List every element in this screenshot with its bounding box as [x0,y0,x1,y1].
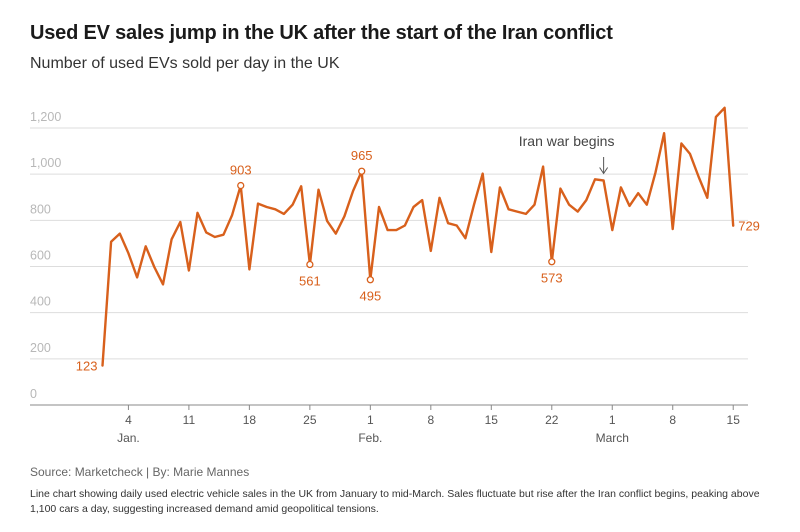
point-marker [306,260,314,269]
x-tick-label: 25 [303,413,317,427]
point-marker [548,258,556,266]
x-axis-ticks: 4 Jan. 11 18 25 1 Feb. 8 15 22 1 March 8 15 [117,405,740,445]
data-label: 573 [541,271,563,286]
source-credit: Source: Marketcheck | By: Marie Mannes [30,465,250,479]
x-month-label: March [596,431,629,445]
annotation-arrow-head [599,167,609,175]
annotation-text: Iran war begins [519,133,615,149]
data-label: 729 [738,219,760,234]
y-axis-ticks: 0 200 400 600 800 1,000 1,200 [30,110,61,401]
x-tick-label: 1 [609,413,616,427]
data-label: 561 [299,274,321,289]
y-tick-label: 800 [30,202,51,216]
y-tick-label: 200 [30,341,51,355]
data-labels: 123 903 561 965 495 573 729 [76,148,760,373]
x-month-label: Jan. [117,431,140,445]
y-tick-label: 1,200 [30,110,61,124]
y-tick-label: 600 [30,249,51,263]
data-series [101,106,735,367]
y-tick-label: 400 [30,295,51,309]
point-marker [366,276,374,284]
x-tick-label: 18 [243,413,257,427]
grid-lines [30,127,748,406]
annotation: Iran war begins [519,133,615,175]
x-tick-label: 15 [727,413,741,427]
data-label: 495 [359,289,381,304]
x-tick-label: 11 [183,413,196,427]
chart-subtitle: Number of used EVs sold per day in the U… [30,55,340,72]
x-month-label: Feb. [358,431,382,445]
x-tick-label: 15 [485,413,499,427]
point-marker [358,167,366,175]
y-tick-label: 1,000 [30,156,61,170]
data-markers [237,167,556,284]
data-label: 903 [230,163,252,178]
x-tick-label: 8 [669,413,676,427]
point-marker [237,181,245,190]
x-tick-label: 8 [427,413,434,427]
data-label: 965 [351,148,373,163]
chart-description: Line chart showing daily used electric v… [30,488,760,515]
series-line [101,106,735,367]
data-label: 123 [76,359,98,374]
x-tick-label: 22 [545,413,559,427]
chart-title: Used EV sales jump in the UK after the s… [30,22,613,44]
y-tick-label: 0 [30,387,37,401]
x-tick-label: 1 [367,413,374,427]
x-tick-label: 4 [125,413,132,427]
